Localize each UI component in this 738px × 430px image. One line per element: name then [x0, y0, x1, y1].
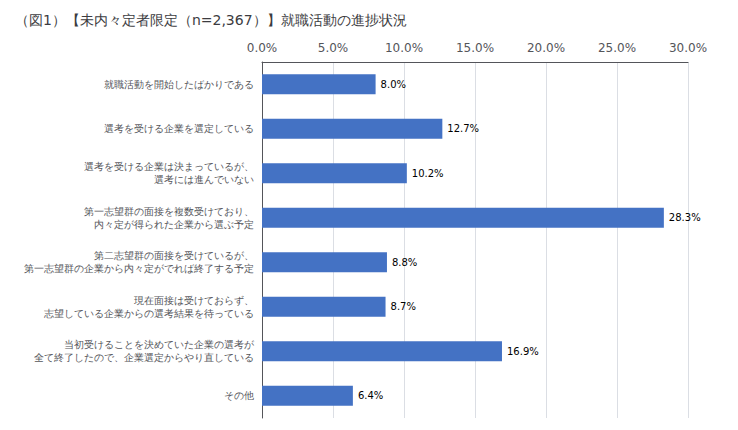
- svg-text:28.3%: 28.3%: [669, 212, 701, 223]
- svg-text:内々定が得られた企業から選ぶ予定: 内々定が得られた企業から選ぶ予定: [94, 219, 254, 230]
- svg-text:第一志望群の企業から内々定がでれば終了する予定: 第一志望群の企業から内々定がでれば終了する予定: [24, 263, 254, 274]
- svg-text:20.0%: 20.0%: [527, 41, 565, 55]
- svg-text:5.0%: 5.0%: [318, 41, 349, 55]
- svg-text:（図1）【未内々定者限定（n=2,367）】就職活動の進捗状: （図1）【未内々定者限定（n=2,367）】就職活動の進捗状況: [15, 12, 407, 28]
- svg-text:8.8%: 8.8%: [392, 257, 417, 268]
- svg-text:8.7%: 8.7%: [391, 301, 416, 312]
- svg-text:当初受けることを決めていた企業の選考が: 当初受けることを決めていた企業の選考が: [64, 339, 255, 350]
- svg-text:10.2%: 10.2%: [412, 168, 444, 179]
- svg-text:10.0%: 10.0%: [385, 41, 423, 55]
- svg-text:選考を受ける企業は決まっているが、: 選考を受ける企業は決まっているが、: [84, 161, 254, 172]
- svg-text:30.0%: 30.0%: [669, 41, 707, 55]
- svg-text:選考には進んでいない: 選考には進んでいない: [154, 174, 254, 185]
- svg-text:12.7%: 12.7%: [447, 123, 479, 134]
- svg-text:現在面接は受けておらず、: 現在面接は受けておらず、: [134, 295, 254, 307]
- svg-text:8.0%: 8.0%: [381, 79, 406, 90]
- svg-text:就職活動を開始したばかりである: 就職活動を開始したばかりである: [104, 79, 254, 90]
- svg-text:第二志望群の面接を受けているが、: 第二志望群の面接を受けているが、: [94, 250, 254, 261]
- svg-text:25.0%: 25.0%: [598, 41, 636, 55]
- svg-text:16.9%: 16.9%: [507, 346, 539, 357]
- svg-text:6.4%: 6.4%: [358, 390, 383, 401]
- svg-text:志望している企業からの選考結果を待っている: 志望している企業からの選考結果を待っている: [44, 308, 254, 319]
- svg-text:その他: その他: [224, 390, 254, 401]
- svg-text:選考を受ける企業を選定している: 選考を受ける企業を選定している: [104, 123, 254, 134]
- svg-text:全て終了したので、企業選定からやり直している: 全て終了したので、企業選定からやり直している: [34, 352, 254, 363]
- svg-text:0.0%: 0.0%: [247, 41, 278, 55]
- svg-text:第一志望群の面接を複数受けており、: 第一志望群の面接を複数受けており、: [84, 206, 254, 217]
- svg-text:15.0%: 15.0%: [456, 41, 494, 55]
